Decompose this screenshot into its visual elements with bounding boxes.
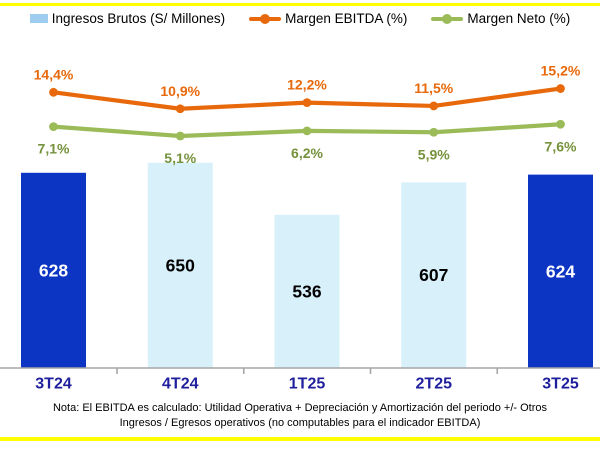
bar <box>401 182 467 368</box>
bar-value-label: 624 <box>546 261 575 281</box>
bar-value-label: 628 <box>39 260 68 280</box>
neto-line-marker <box>49 122 58 132</box>
legend-label-margen-ebitda: Margen EBITDA (%) <box>285 11 408 26</box>
neto-line-marker <box>556 119 565 129</box>
top-border-line <box>0 3 600 6</box>
legend-item-margen-ebitda: Margen EBITDA (%) <box>249 11 407 26</box>
ebitda-line-marker <box>556 84 565 93</box>
category-label: 1T25 <box>289 376 326 393</box>
ebitda-line-marker <box>175 104 185 114</box>
footnote: Nota: El EBITDA es calculado: Utilidad O… <box>52 402 547 429</box>
neto-line-marker <box>175 131 185 141</box>
ebitda-line-value-label: 11,5% <box>414 80 453 96</box>
neto-line-marker-icon <box>431 13 464 24</box>
legend-item-margen-neto: Margen Neto (%) <box>431 11 570 26</box>
bar <box>528 174 593 368</box>
bar-value-label: 536 <box>292 281 321 301</box>
category-label: 3T24 <box>35 376 72 393</box>
neto-line: 7,1% 5,1% 6,2% 5,9% 7,6% <box>38 119 577 166</box>
bar <box>147 162 213 368</box>
bar-swatch-icon <box>29 14 48 23</box>
neto-line-marker <box>302 126 312 136</box>
ebitda-line-value-label: 12,2% <box>287 77 327 93</box>
ebitda-line-value-label: 14,4% <box>34 66 74 82</box>
ebitda-line-marker <box>302 98 312 108</box>
category-label: 4T24 <box>162 376 199 393</box>
ebitda-line-marker-icon <box>249 13 282 24</box>
legend-item-ingresos-brutos: Ingresos Brutos (S/ Millones) <box>29 11 226 26</box>
bar-value-labels: 628 650 536 607 624 <box>39 255 575 301</box>
neto-line-value-label: 5,9% <box>418 146 450 162</box>
ebitda-line: 14,4% 10,9% 12,2% 11,5% 15,2% <box>34 63 581 114</box>
category-label: 2T25 <box>416 376 453 393</box>
neto-line-value-label: 6,2% <box>291 145 323 161</box>
bottom-border-line <box>0 437 600 441</box>
ebitda-dot-icon <box>260 13 271 24</box>
neto-line-value-label: 7,1% <box>38 141 70 157</box>
category-axis-labels: 3T24 4T24 1T25 2T25 3T25 <box>35 376 579 393</box>
ebitda-line-marker <box>429 101 439 111</box>
category-label: 3T25 <box>542 376 579 393</box>
neto-line-marker <box>429 127 439 137</box>
legend-label-margen-neto: Margen Neto (%) <box>467 11 571 26</box>
chart-legend: Ingresos Brutos (S/ Millones) Margen EBI… <box>0 11 600 26</box>
ebitda-line-marker <box>49 87 58 97</box>
legend-label-ingresos-brutos: Ingresos Brutos (S/ Millones) <box>51 11 226 26</box>
bar-value-label: 607 <box>419 265 448 285</box>
neto-dot-icon <box>442 13 453 24</box>
neto-line-value-label: 5,1% <box>164 150 196 166</box>
bars-group <box>21 162 593 368</box>
ebitda-line-value-label: 15,2% <box>541 63 581 79</box>
bar-value-label: 650 <box>166 255 195 275</box>
ebitda-line-value-label: 10,9% <box>160 83 200 99</box>
bar <box>274 214 340 368</box>
neto-line-value-label: 7,6% <box>545 138 577 154</box>
bar <box>21 172 86 368</box>
